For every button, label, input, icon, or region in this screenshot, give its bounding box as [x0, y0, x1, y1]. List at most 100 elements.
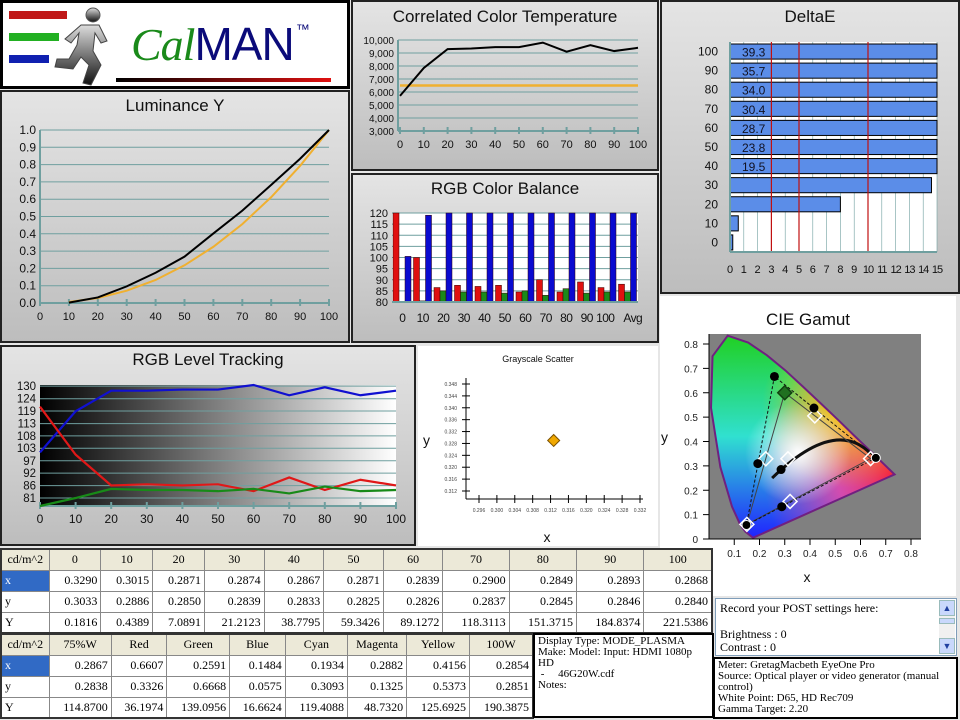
x-tick-label: 70	[283, 512, 297, 526]
table-cell: 89.1272	[382, 611, 444, 634]
row-label[interactable]: x	[0, 654, 50, 677]
x-tick-label: 80	[318, 512, 332, 526]
column-header: 30	[203, 548, 265, 571]
row-label[interactable]: Y	[0, 611, 50, 634]
table-cell: 38.7795	[263, 611, 325, 634]
bar-red	[577, 281, 584, 303]
column-header: Cyan	[284, 633, 349, 656]
x-tick-label: 0	[37, 512, 44, 526]
x-tick-label: 13	[904, 264, 915, 276]
x-tick-label: 30	[121, 311, 133, 323]
y-tick-label: 0.2	[684, 486, 698, 497]
bar-red	[495, 285, 502, 303]
x-tick-label: 10	[417, 311, 430, 325]
y-tick-label: 0.1	[684, 511, 698, 522]
table-cell: 0.6668	[166, 675, 231, 698]
x-tick-label: 20	[437, 311, 450, 325]
x-axis-label: x	[544, 529, 551, 545]
column-header: 60	[382, 548, 444, 571]
table-cell: 0.2867	[263, 569, 325, 592]
y-tick-label: 92	[23, 468, 36, 480]
scatter-point	[546, 433, 561, 448]
table-row: y 0.3033 0.2886 0.2850 0.2839 0.2833 0.2825 0.2…	[0, 590, 713, 613]
x-tick-label: 0	[727, 264, 733, 276]
row-label[interactable]: x	[0, 569, 50, 592]
y-tick-label: 0.1	[19, 279, 36, 293]
y-tick-label: 97	[23, 456, 36, 468]
column-header: 90	[576, 548, 645, 571]
x-tick-label: 20	[105, 512, 119, 526]
scroll-thumb[interactable]	[939, 618, 955, 624]
x-tick-label: 9	[851, 264, 857, 276]
table-cell: 0.2849	[508, 569, 578, 592]
x-tick-label: 10	[69, 512, 83, 526]
bar-blue	[445, 212, 453, 303]
post-settings-textarea[interactable]: Record your POST settings here: Brightne…	[715, 598, 957, 656]
x-tick-label: 0.7	[879, 549, 893, 560]
x-tick-label: 14	[918, 264, 929, 276]
table-cell: 0.3326	[110, 675, 168, 698]
target-yellow-marker	[806, 407, 823, 424]
x-axis-label: x	[804, 569, 811, 585]
table-row: y 0.2838 0.3326 0.6668 0.0575 0.3093 0.1325 0.5…	[0, 675, 534, 698]
column-header: 75%W	[48, 633, 112, 656]
y-tick-label: 8,000	[369, 62, 394, 73]
y-tick-label: 3,000	[369, 127, 394, 138]
table-cell: 0.2839	[382, 569, 444, 592]
colors-table: cd/m^2 75%W Red Green Blue Cyan Magenta Yellow 1…	[0, 633, 534, 719]
y-tick-label: 0.8	[684, 340, 698, 351]
deltae-value-label: 35.7	[742, 65, 766, 79]
bar-green	[439, 290, 447, 303]
x-tick-label: 0.6	[854, 549, 868, 560]
x-tick-label: 20	[92, 311, 104, 323]
y-tick-label: 0.312	[444, 489, 457, 495]
scroll-down-icon[interactable]: ▼	[939, 638, 955, 654]
y-tick-label: 86	[23, 481, 36, 493]
y-tick-label: 9,000	[369, 49, 394, 60]
table-cell: 0.2846	[576, 590, 645, 613]
column-header: 20	[152, 548, 205, 571]
bar-blue	[630, 212, 637, 303]
measured-luminance-line	[68, 129, 330, 304]
y-tick-label: 1.0	[19, 123, 36, 137]
y-tick-label: 0.324	[444, 453, 457, 459]
y-tick-label: 0.336	[444, 418, 457, 424]
row-label[interactable]: y	[0, 590, 50, 613]
bar-red	[515, 291, 523, 303]
y-tick-label: 0.344	[444, 394, 457, 400]
y-tick-label: 7,000	[369, 75, 394, 86]
table-cell: 221.5386	[643, 611, 713, 634]
x-tick-label: 30	[140, 512, 154, 526]
table-cell: 0.0575	[229, 675, 286, 698]
table-cell: 0.2825	[323, 590, 384, 613]
y-tick-label: 90	[705, 64, 719, 78]
column-header: 100	[643, 548, 713, 571]
y-tick-label: 110	[370, 230, 388, 242]
deltae-title: DeltaE	[784, 7, 836, 26]
y-tick-label: 100	[698, 45, 718, 59]
x-tick-label: 1	[741, 264, 747, 276]
scroll-up-icon[interactable]: ▲	[939, 600, 955, 616]
row-label[interactable]: y	[0, 675, 50, 698]
scrollbar[interactable]: ▲ ▼	[939, 600, 955, 654]
y-tick-label: 103	[17, 443, 36, 455]
bar-red	[556, 291, 564, 303]
y-tick-label: 10	[705, 216, 719, 230]
column-header: Magenta	[346, 633, 408, 656]
x-tick-label: 70	[560, 139, 572, 151]
measured-white-point	[776, 465, 786, 475]
table-cell: 0.4389	[100, 611, 154, 634]
table-row: Y 114.8700 36.1974 139.0956 16.6624 119.4088 4…	[0, 696, 534, 719]
table-cell: 36.1974	[110, 696, 168, 719]
y-tick-label: 0.340	[444, 406, 457, 412]
grayscale-scatter-panel: Grayscale Scatter	[418, 346, 658, 546]
measured-yellow-point	[809, 403, 819, 413]
measured-red-point	[870, 452, 881, 463]
x-tick-label: 0.296	[473, 508, 486, 514]
table-cell: 0.2850	[152, 590, 205, 613]
target-gamma-line	[68, 129, 330, 303]
y-tick-label: 0	[692, 535, 698, 546]
row-label[interactable]: Y	[0, 696, 50, 719]
table-cell: 59.3426	[323, 611, 384, 634]
